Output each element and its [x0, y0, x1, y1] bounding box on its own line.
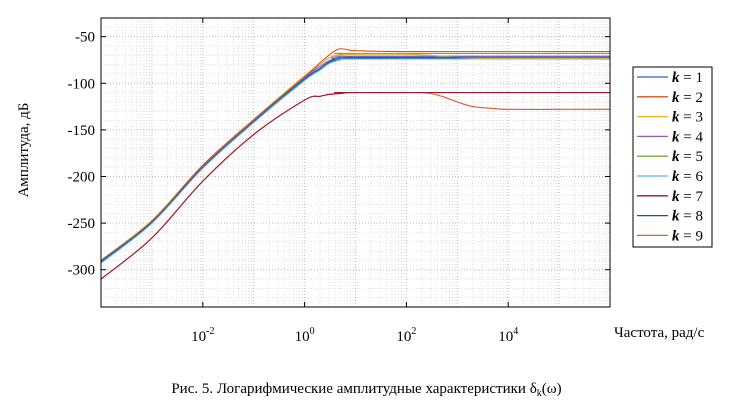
x-axis-label: Частота, рад/с [614, 325, 705, 341]
caption-suffix: (ω) [541, 381, 562, 397]
legend-entry: k = 5 [672, 149, 703, 165]
legend-entry: k = 6 [672, 169, 703, 185]
grid [100, 17, 610, 308]
x-tick-label: 100 [295, 326, 315, 345]
series-line [100, 58, 611, 264]
series-lines [100, 48, 611, 280]
y-tick-label: -100 [68, 76, 96, 92]
series-line [100, 56, 610, 262]
caption-text: Рис. 5. Логарифмические амплитудные хара… [171, 381, 537, 397]
legend-entry: k = 4 [672, 129, 703, 145]
y-tick-label: -250 [68, 216, 96, 232]
series-line [100, 91, 610, 280]
legend-entry: k = 8 [672, 209, 703, 225]
figure-caption: Рис. 5. Логарифмические амплитудные хара… [0, 381, 733, 399]
series-line [100, 53, 610, 261]
axis-ticks: -50 -100 -150 -200 -250 -300 10-2 100 102 104 [68, 18, 610, 345]
y-tick-label: -200 [68, 169, 96, 185]
legend-entry: k = 7 [672, 189, 703, 205]
y-tick-label: -50 [75, 30, 95, 46]
x-tick-label: 104 [498, 326, 518, 345]
legend-entry: k = 9 [672, 228, 703, 244]
legend: k = 1 k = 2 k = 3 k = 4 k = 5 k = 6 k = 7 k = 8… [632, 66, 713, 248]
y-axis-label: Амплитуда, дБ [16, 103, 32, 198]
plot-frame [100, 17, 611, 308]
x-tick-label: 102 [396, 326, 416, 345]
series-line [100, 55, 611, 262]
y-tick-label: -150 [68, 123, 96, 139]
series-line [100, 48, 611, 261]
legend-entry: k = 2 [672, 90, 703, 106]
y-tick-label: -300 [68, 263, 96, 279]
legend-entry: k = 1 [672, 70, 703, 86]
legend-entry: k = 3 [672, 110, 703, 126]
x-tick-label: 10-2 [191, 326, 214, 345]
amplitude-chart: -50 -100 -150 -200 -250 -300 10-2 100 102 104 Амп… [16, 17, 713, 345]
caption-subscript: k [536, 388, 542, 399]
